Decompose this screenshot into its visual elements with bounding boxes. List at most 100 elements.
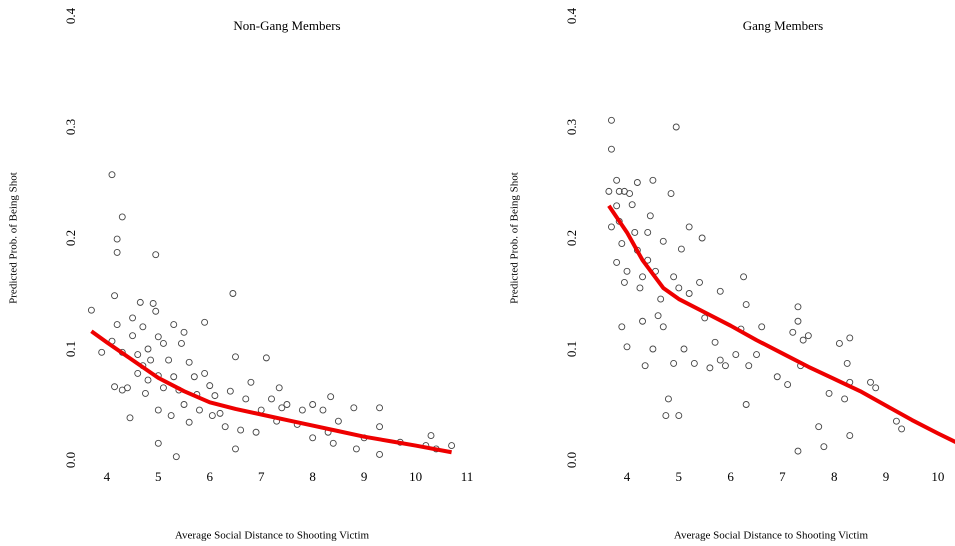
data-point (628, 201, 636, 209)
data-point (136, 298, 144, 306)
data-point (211, 392, 219, 400)
data-point (794, 317, 802, 325)
fit-line (90, 329, 452, 455)
x-tick-label: 10 (931, 469, 944, 484)
data-point (113, 321, 121, 329)
data-point (147, 356, 155, 364)
data-point (667, 190, 675, 198)
data-point (675, 412, 683, 420)
data-point (608, 116, 615, 124)
data-point (659, 237, 667, 245)
data-point (711, 338, 719, 346)
data-point (262, 354, 270, 362)
data-point (623, 343, 631, 351)
data-point (206, 382, 214, 390)
data-point (144, 376, 152, 384)
panel: Gang Members Average Social Distance to S… (509, 7, 955, 542)
data-point (178, 340, 185, 347)
x-tick-label: 4 (104, 469, 111, 484)
data-point (685, 290, 693, 297)
x-tick-label: 11 (461, 469, 474, 484)
data-point (113, 248, 121, 256)
data-point (87, 306, 95, 314)
data-point (872, 384, 880, 392)
chart-title: Gang Members (743, 18, 824, 33)
data-point (664, 395, 672, 403)
data-point (892, 417, 900, 425)
data-point (427, 432, 435, 440)
data-point (190, 373, 198, 381)
data-point (327, 393, 335, 401)
data-point (639, 317, 646, 325)
data-point (615, 187, 623, 195)
y-tick-label: 0.1 (63, 341, 78, 357)
x-tick-label: 10 (409, 469, 422, 484)
data-point (646, 212, 654, 220)
data-point (716, 356, 724, 364)
data-point (657, 295, 665, 303)
x-tick-label: 5 (676, 469, 683, 484)
data-point (180, 328, 188, 336)
y-tick-label: 0.3 (63, 119, 78, 135)
data-point (152, 251, 160, 259)
data-point (221, 423, 229, 431)
data-point (701, 314, 709, 322)
data-point (252, 428, 260, 436)
data-point (745, 362, 753, 370)
x-tick-label: 6 (727, 469, 734, 484)
data-point (846, 334, 854, 342)
data-point (154, 406, 162, 414)
data-point (201, 369, 209, 377)
data-point (618, 240, 626, 248)
fit-line (607, 204, 955, 444)
x-axis-label: Average Social Distance to Shooting Vict… (175, 530, 370, 542)
data-point (742, 401, 750, 408)
x-tick-label: 6 (207, 469, 214, 484)
data-point (170, 321, 178, 329)
data-point (633, 179, 641, 186)
data-point (298, 406, 306, 414)
data-point (613, 176, 621, 184)
data-point (144, 345, 152, 353)
data-point (196, 406, 203, 414)
data-point (309, 401, 317, 408)
plot-area (87, 171, 456, 461)
plot-area (605, 116, 955, 455)
data-point (159, 340, 167, 347)
data-point (216, 409, 224, 417)
data-point (334, 417, 342, 425)
data-point (185, 418, 193, 426)
panel: Non-Gang Members Average Social Distance … (8, 7, 474, 541)
y-tick-label: 0.4 (564, 7, 579, 24)
data-point (278, 404, 286, 412)
data-point (154, 333, 162, 341)
data-point (773, 373, 781, 381)
data-point (242, 395, 250, 403)
data-point (662, 412, 670, 420)
data-point (696, 278, 703, 286)
data-point (376, 423, 384, 431)
data-point (154, 439, 162, 447)
y-tick-label: 0.2 (63, 230, 78, 246)
x-axis-label: Average Social Distance to Shooting Vict… (674, 530, 869, 542)
data-point (613, 258, 621, 266)
y-tick-label: 0.0 (63, 452, 78, 468)
data-point (649, 345, 657, 353)
data-point (794, 303, 802, 311)
data-point (685, 223, 693, 231)
y-axis-label: Predicted Prob. of Being Shot (509, 172, 521, 304)
data-point (201, 318, 209, 326)
data-point (675, 284, 683, 292)
data-point (659, 323, 667, 331)
data-point (134, 351, 142, 358)
x-tick-label: 9 (361, 469, 368, 484)
data-point (825, 389, 833, 397)
data-point (448, 442, 456, 450)
data-point (631, 228, 639, 236)
data-point (247, 378, 255, 386)
data-point (677, 245, 685, 253)
data-point (232, 445, 239, 453)
data-point (172, 453, 180, 461)
data-point (208, 412, 216, 420)
